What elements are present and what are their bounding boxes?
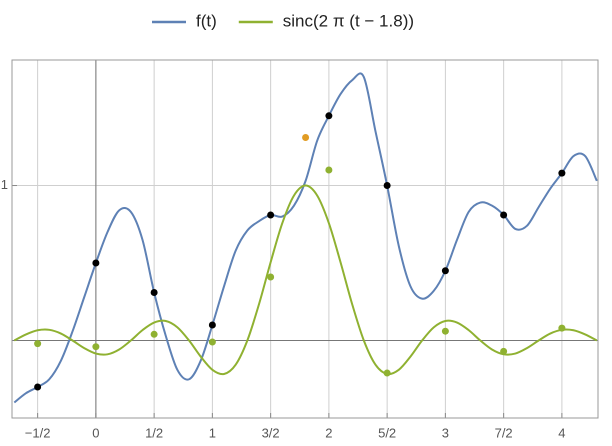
sinc-sample	[441, 327, 449, 335]
sinc-sample	[92, 343, 100, 351]
x-tick-label: 1/2	[145, 425, 163, 440]
y-tick-label: 1	[1, 177, 8, 192]
sinc-sample	[500, 347, 508, 355]
series-line	[13, 184, 598, 376]
sinc-sample	[558, 324, 566, 332]
x-tick-label: 3	[442, 425, 449, 440]
x-tick-label: 2	[325, 425, 332, 440]
x-tick-label: 0	[92, 425, 99, 440]
sinc-sample	[34, 340, 42, 348]
sinc-sample	[383, 369, 391, 377]
f-sample	[500, 211, 508, 219]
f-sample	[92, 259, 100, 267]
highlight-point	[302, 133, 310, 141]
f-sample	[558, 169, 566, 177]
sinc-sample	[208, 338, 216, 346]
series-line	[13, 72, 598, 404]
sinc-sample	[267, 273, 275, 281]
f-sample	[150, 288, 158, 296]
x-tick-label: −1/2	[25, 425, 51, 440]
legend-label: sinc(2 π (t − 1.8))	[283, 11, 414, 30]
x-tick-label: 7/2	[495, 425, 513, 440]
f-sample	[325, 112, 333, 120]
x-tick-label: 4	[558, 425, 565, 440]
sinc-sample	[150, 330, 158, 338]
f-sample	[441, 267, 449, 275]
x-tick-label: 3/2	[262, 425, 280, 440]
sinc-sample	[325, 166, 333, 174]
frame	[11, 59, 599, 419]
f-sample	[383, 182, 391, 190]
f-sample	[34, 383, 42, 391]
x-tick-label: 5/2	[378, 425, 396, 440]
f-sample	[267, 211, 275, 219]
legend-label: f(t)	[196, 11, 217, 30]
f-sample	[208, 321, 216, 329]
x-tick-label: 1	[209, 425, 216, 440]
